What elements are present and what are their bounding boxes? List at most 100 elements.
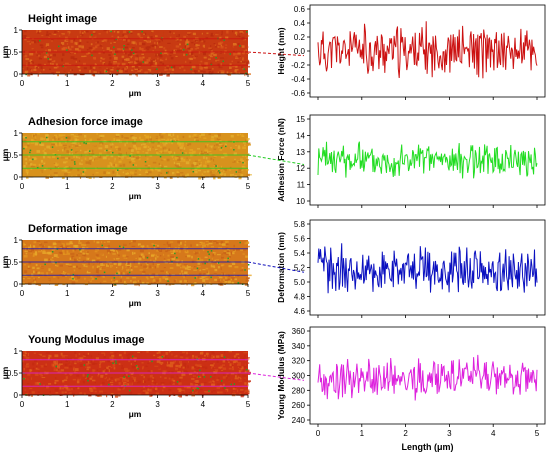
y-tick-label: 5.0 — [294, 278, 306, 287]
image-y-tick: 0.5 — [7, 48, 19, 57]
y-axis-label: Young Modulus (MPa) — [276, 331, 286, 420]
y-tick-label: 260 — [292, 401, 306, 410]
y-axis-label: Height (nm) — [276, 27, 286, 74]
profile-line — [317, 354, 538, 401]
y-tick-label: -0.4 — [291, 75, 305, 84]
y-tick-label: 0.2 — [294, 33, 306, 42]
x-tick-label: 2 — [403, 429, 408, 438]
image-y-tick: 1 — [14, 347, 19, 356]
afm-panel-0: Height image 0 1 2 3 4 5 0 0.5 1 μm μm — [0, 13, 251, 98]
image-y-tick: 0.5 — [7, 151, 19, 160]
image-x-tick: 4 — [201, 400, 206, 409]
image-y-tick: 0 — [14, 391, 19, 400]
afm-panel-1: Adhesion force image 0 1 2 3 4 5 0 0.5 1 μm μm — [0, 116, 252, 201]
y-tick-label: 300 — [292, 372, 306, 381]
image-x-tick: 3 — [155, 79, 160, 88]
image-y-tick: 0 — [14, 173, 19, 182]
connector-lines — [247, 51, 305, 381]
x-tick-label: 5 — [535, 429, 540, 438]
image-x-tick: 0 — [20, 400, 25, 409]
y-tick-label: 4.8 — [294, 293, 306, 302]
image-y-tick: 1 — [14, 236, 19, 245]
image-x-label: μm — [129, 409, 142, 419]
y-tick-label: 0.6 — [294, 5, 306, 14]
afm-panel-3: Young Modulus image 0 1 2 3 4 5 0 0.5 1 μm μm — [0, 334, 251, 419]
image-x-tick: 4 — [201, 182, 206, 191]
image-x-tick: 3 — [155, 400, 160, 409]
connector-line — [247, 261, 305, 273]
y-tick-label: 0.4 — [294, 19, 306, 28]
y-tick-label: 5.4 — [294, 249, 306, 258]
y-tick-label: 5.8 — [294, 220, 306, 229]
image-x-tick: 5 — [246, 182, 251, 191]
panel-title: Adhesion force image — [28, 116, 143, 128]
image-y-label: μm — [0, 255, 10, 268]
image-x-tick: 5 — [246, 400, 251, 409]
y-tick-label: 15 — [296, 115, 305, 124]
panel-title: Young Modulus image — [28, 334, 145, 346]
y-tick-label: 320 — [292, 357, 306, 366]
image-x-tick: 0 — [20, 182, 25, 191]
image-x-label: μm — [129, 298, 142, 308]
image-x-tick: 2 — [110, 289, 115, 298]
image-x-tick: 4 — [201, 289, 206, 298]
y-axis-label: Adhesion Force (nN) — [276, 118, 286, 202]
y-tick-label: -0.6 — [291, 89, 305, 98]
y-tick-label: 360 — [292, 327, 306, 336]
image-x-label: μm — [129, 88, 142, 98]
image-x-label: μm — [129, 191, 142, 201]
x-tick-label: 0 — [316, 429, 321, 438]
y-tick-label: 11 — [297, 181, 306, 190]
profile-line — [317, 141, 538, 179]
y-tick-label: 340 — [292, 342, 306, 351]
image-x-tick: 2 — [110, 182, 115, 191]
panel-title: Height image — [28, 13, 97, 25]
image-x-tick: 1 — [65, 400, 70, 409]
connector-line — [247, 372, 305, 381]
y-tick-label: 240 — [292, 416, 306, 425]
profile-chart-3: 240 260 280 300 320 340 360 0 1 2 3 4 5 Young Modulus… — [276, 326, 546, 452]
image-x-tick: 1 — [65, 79, 70, 88]
image-x-tick: 3 — [155, 182, 160, 191]
image-x-tick: 4 — [201, 79, 206, 88]
profile-line — [317, 243, 538, 294]
image-x-tick: 1 — [65, 182, 70, 191]
y-tick-label: 5.2 — [294, 264, 306, 273]
image-y-tick: 0.5 — [7, 258, 19, 267]
y-tick-label: 13 — [296, 148, 305, 157]
image-y-tick: 0 — [14, 70, 19, 79]
profile-chart-2: 4.6 4.8 5.0 5.2 5.4 5.6 5.8 Deformation (nm) — [276, 219, 546, 318]
y-tick-label: 10 — [296, 197, 305, 206]
y-axis-label: Deformation (nm) — [276, 232, 286, 303]
y-tick-label: 4.6 — [294, 307, 306, 316]
y-tick-label: 12 — [296, 164, 305, 173]
x-tick-label: 4 — [491, 429, 496, 438]
x-axis-label: Length (μm) — [402, 442, 454, 452]
y-tick-label: 280 — [292, 386, 306, 395]
x-tick-label: 1 — [360, 429, 365, 438]
panel-title: Deformation image — [28, 223, 128, 235]
profile-line — [317, 21, 538, 79]
image-y-label: μm — [0, 148, 10, 161]
image-y-label: μm — [0, 45, 10, 58]
y-tick-label: -0.2 — [291, 61, 305, 70]
y-tick-label: 5.6 — [294, 235, 306, 244]
afm-panel-2: Deformation image 0 1 2 3 4 5 0 0.5 1 μm μm — [0, 223, 252, 308]
image-y-tick: 0.5 — [7, 369, 19, 378]
x-tick-label: 3 — [447, 429, 452, 438]
profile-chart-0: -0.6 -0.4 -0.2 0.0 0.2 0.4 0.6 Height (nm) — [276, 4, 546, 100]
connector-line — [247, 154, 305, 165]
y-tick-label: 14 — [296, 131, 305, 140]
image-x-tick: 2 — [110, 400, 115, 409]
image-x-tick: 5 — [246, 289, 251, 298]
profile-chart-1: 10 11 12 13 14 15 Adhesion Force (nN) — [276, 114, 546, 208]
image-x-tick: 5 — [246, 79, 251, 88]
image-x-tick: 3 — [155, 289, 160, 298]
image-y-tick: 1 — [14, 26, 19, 35]
connector-line — [247, 51, 305, 57]
image-y-tick: 1 — [14, 129, 19, 138]
image-y-tick: 0 — [14, 280, 19, 289]
image-x-tick: 1 — [65, 289, 70, 298]
